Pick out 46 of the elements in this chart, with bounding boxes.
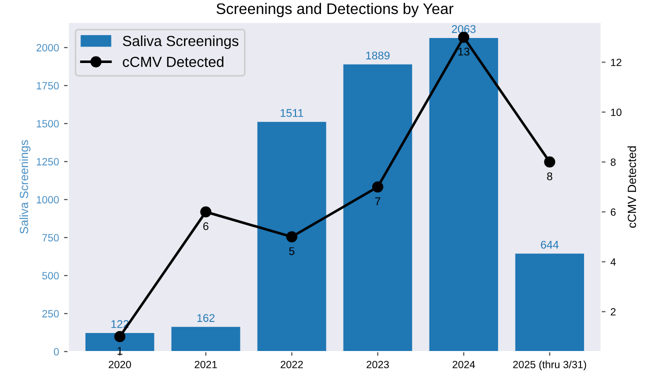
- y-axis-title: Saliva Screenings: [19, 140, 30, 234]
- y-tick-label: 500: [42, 272, 59, 280]
- data-label: 5: [289, 247, 294, 256]
- x-tick-label: 2022: [280, 360, 303, 368]
- data-label: 8: [547, 172, 552, 180]
- bar: [429, 38, 498, 352]
- y2-tick-label: 2: [610, 308, 616, 316]
- data-label: 1889: [366, 52, 390, 60]
- x-tick-label: 2023: [366, 360, 389, 368]
- y2-axis-title: cCMV Detected: [627, 146, 636, 228]
- y-tick-label: 0: [54, 348, 59, 356]
- chart-title: Screenings and Detections by Year: [216, 2, 454, 18]
- y-tick-label: 1500: [36, 120, 59, 128]
- point: [114, 331, 126, 342]
- x-tick-label: 2021: [194, 360, 217, 368]
- x-tick-label: 2025 (thru 3/31): [513, 360, 586, 370]
- y-tick-label: 250: [42, 310, 59, 318]
- y2-tick-label: 10: [611, 108, 622, 116]
- y-tick-label: 2000: [36, 44, 59, 52]
- point: [372, 181, 384, 192]
- legend-label: Saliva Screenings: [122, 35, 238, 50]
- point: [286, 231, 298, 242]
- data-label: 6: [203, 222, 208, 230]
- y2-tick-label: 4: [610, 258, 616, 266]
- legend-label: cCMV Detected: [122, 56, 224, 68]
- data-label: 644: [540, 240, 559, 249]
- y2-tick-label: 8: [610, 158, 616, 166]
- point: [544, 156, 556, 168]
- data-label: 7: [375, 197, 380, 206]
- x-tick-label: 2020: [108, 360, 132, 368]
- data-label: 13: [458, 48, 470, 56]
- bar: [171, 326, 240, 352]
- data-label: 2063: [452, 25, 476, 33]
- bar: [343, 64, 412, 352]
- bar: [257, 122, 326, 352]
- data-label: 1511: [280, 109, 304, 117]
- y-tick-label: 1250: [36, 158, 59, 166]
- y2-tick-label: 12: [611, 58, 622, 66]
- y-tick-label: 1750: [36, 82, 59, 90]
- point: [200, 206, 212, 218]
- y-tick-label: 1000: [36, 196, 59, 204]
- y-tick-label: 750: [42, 234, 59, 242]
- bar: [515, 254, 584, 352]
- data-label: 162: [197, 314, 215, 322]
- x-tick-label: 2024: [452, 360, 475, 368]
- y2-tick-label: 6: [610, 208, 616, 216]
